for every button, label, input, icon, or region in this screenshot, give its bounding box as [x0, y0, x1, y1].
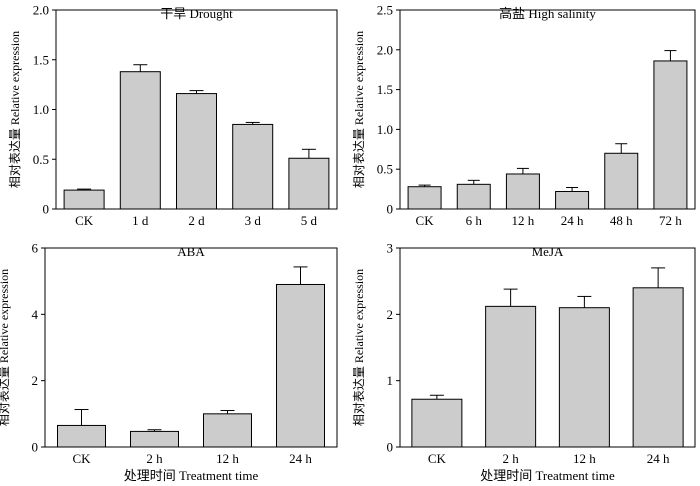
x-tick-label: 3 d: [245, 213, 262, 228]
bar: [176, 93, 217, 210]
y-tick-label: 1: [387, 373, 394, 388]
x-tick-label: 6 h: [466, 213, 483, 228]
bar: [485, 305, 537, 448]
y-tick-label: 6: [32, 241, 39, 256]
y-axis-label: 相对表达量 Relative expression: [0, 269, 11, 426]
chart-panel-1: 0 0.5 1.0 1.5 2.0 CK 1 d 2 d 3 d 5 d 干旱 Drought 相对表…: [8, 3, 338, 228]
y-tick-label: 2.0: [377, 42, 393, 57]
x-tick-label: CK: [416, 213, 435, 228]
bar: [203, 413, 252, 448]
bar: [119, 71, 161, 210]
chart-panel-4: 0 1 2 3 CK 2 h 12 h 24 h MeJA 相对表达量 Relative expr…: [352, 241, 696, 483]
bar: [407, 186, 442, 210]
y-tick-label: 0: [32, 440, 39, 455]
x-tick-label: CK: [428, 451, 447, 466]
x-axis-label: 处理时间 Treatment time: [480, 468, 615, 483]
y-tick-label: 0: [387, 202, 394, 217]
y-axis-label: 相对表达量 Relative expression: [352, 269, 366, 426]
x-tick-label: 1 d: [132, 213, 149, 228]
chart-panel-2: 0 0.5 1.0 1.5 2.0 2.5 CK 6 h 12 h 24 h 48 h 72 h 高盐 …: [352, 3, 696, 228]
x-tick-label: 5 d: [301, 213, 318, 228]
x-tick-label: 48 h: [610, 213, 633, 228]
x-tick-label: 24 h: [647, 451, 670, 466]
x-tick-label: 24 h: [289, 451, 312, 466]
bar: [63, 189, 105, 210]
x-tick-label: 2 d: [188, 213, 205, 228]
bar: [288, 157, 330, 210]
y-tick-label: 2: [32, 373, 39, 388]
x-tick-label: CK: [75, 213, 94, 228]
chart-panel-3: 0 2 4 6 CK 2 h 12 h 24 h ABA 相对表达量 Relative expre…: [0, 241, 338, 483]
bar: [411, 398, 463, 448]
y-tick-label: 1.0: [377, 122, 393, 137]
plot-frame: [44, 247, 338, 448]
x-tick-label: 12 h: [573, 451, 596, 466]
x-tick-label: 72 h: [659, 213, 682, 228]
plot-frame: [399, 9, 696, 210]
x-tick-label: 12 h: [216, 451, 239, 466]
bar: [505, 173, 540, 210]
bar: [276, 283, 325, 448]
y-tick-label: 2.5: [377, 3, 393, 18]
y-tick-label: 1.5: [33, 52, 49, 67]
y-axis-label: 相对表达量 Relative expression: [8, 31, 22, 188]
x-tick-label: 2 h: [503, 451, 520, 466]
y-tick-label: 2: [387, 307, 394, 322]
bar: [456, 183, 491, 210]
y-tick-label: 2.0: [33, 3, 49, 18]
y-tick-label: 0: [43, 202, 50, 217]
y-tick-label: 3: [387, 241, 394, 256]
x-tick-label: CK: [72, 451, 91, 466]
y-tick-label: 0.5: [33, 152, 49, 167]
plot-frame: [399, 247, 696, 448]
x-axis-label: 处理时间 Treatment time: [124, 468, 259, 483]
y-axis-label: 相对表达量 Relative expression: [352, 31, 366, 188]
bar: [555, 190, 590, 210]
x-tick-label: 24 h: [561, 213, 584, 228]
y-tick-label: 0: [387, 440, 394, 455]
y-tick-label: 1.5: [377, 82, 393, 97]
bar: [604, 152, 639, 210]
bar: [558, 307, 610, 448]
bar: [130, 430, 179, 448]
x-tick-label: 2 h: [146, 451, 163, 466]
x-tick-label: 12 h: [512, 213, 535, 228]
panel-title: 干旱 Drought: [160, 6, 233, 21]
panel-title: MeJA: [532, 244, 564, 259]
panel-title: ABA: [177, 244, 205, 259]
bar: [653, 60, 688, 210]
bar: [232, 123, 274, 210]
panel-title: 高盐 High salinity: [499, 6, 596, 21]
bar: [57, 424, 106, 448]
bar: [632, 287, 684, 448]
y-tick-label: 4: [32, 307, 39, 322]
y-tick-label: 1.0: [33, 102, 49, 117]
y-tick-label: 0.5: [377, 162, 393, 177]
